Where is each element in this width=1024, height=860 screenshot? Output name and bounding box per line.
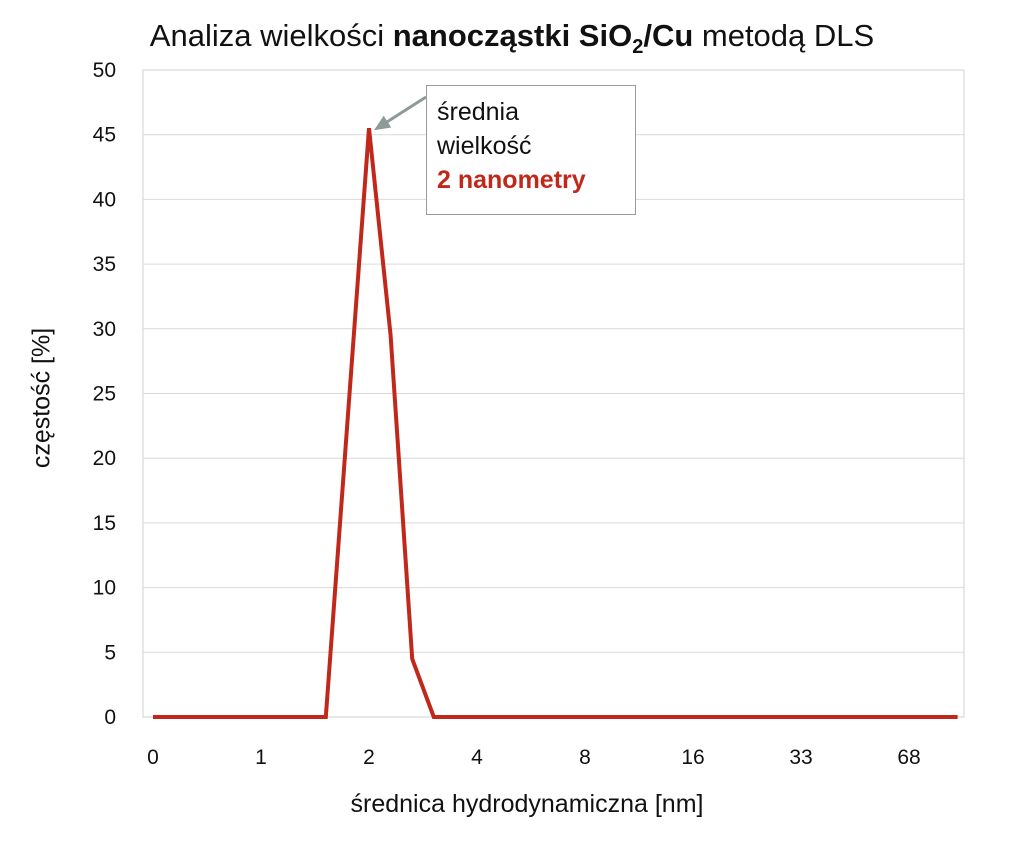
arrow-shaft <box>386 95 427 123</box>
x-tick-label: 8 <box>579 746 591 769</box>
y-axis-ticks: 0 5 10 15 20 25 30 35 40 45 50 <box>93 59 116 729</box>
arrow-head <box>374 115 392 131</box>
annotation-line-1: średnia <box>437 98 519 126</box>
x-axis-label: średnica hydrodynamiczna [nm] <box>350 790 704 818</box>
y-axis-label: częstość [%] <box>27 327 56 469</box>
x-tick-label: 33 <box>789 746 812 769</box>
x-tick-label: 0 <box>147 746 159 769</box>
x-tick-label: 16 <box>681 746 704 769</box>
y-tick-label: 45 <box>93 124 116 147</box>
x-tick-label: 1 <box>255 746 267 769</box>
title-subscript: 2 <box>632 36 644 58</box>
y-tick-label: 5 <box>104 641 116 664</box>
x-tick-label: 4 <box>471 746 483 769</box>
y-tick-label: 40 <box>93 188 116 211</box>
annotation-line-2: wielkość <box>437 132 532 160</box>
series-layer <box>153 127 958 719</box>
x-axis-ticks: 0 1 2 4 8 16 33 68 <box>147 746 921 769</box>
y-tick-label: 15 <box>93 512 116 535</box>
y-tick-label: 0 <box>104 706 116 729</box>
series-line <box>153 127 958 719</box>
x-tick-label: 2 <box>363 746 375 769</box>
title-suffix: metodą DLS <box>693 18 875 53</box>
y-tick-label: 25 <box>93 383 116 406</box>
annotation-callout: średnia wielkość 2 nanometry <box>426 85 636 215</box>
annotation-highlight: 2 nanometry <box>437 166 586 194</box>
y-tick-label: 20 <box>93 447 116 470</box>
y-tick-label: 30 <box>93 318 116 341</box>
y-tick-label: 50 <box>93 59 116 82</box>
title-bold: nanocząstki SiO2/Cu <box>392 18 694 58</box>
y-tick-label: 35 <box>93 253 116 276</box>
y-tick-label: 10 <box>93 577 116 600</box>
annotation-arrow <box>374 95 427 131</box>
x-tick-label: 68 <box>897 746 920 769</box>
title-prefix: Analiza wielkości <box>149 18 393 53</box>
chart-title: Analiza wielkości nanocząstki SiO2/Cu me… <box>0 18 1024 59</box>
